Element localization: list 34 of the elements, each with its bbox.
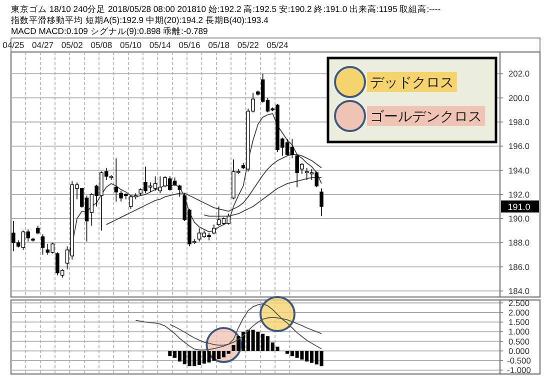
text: MACD MACD:0.109 シグナル(9):0.898 乖離:-0.789 — [11, 26, 208, 36]
y-tick-label: 1.500 — [508, 317, 530, 328]
y-tick-label: 200.0 — [508, 92, 530, 103]
x-tick-label: 05/16 — [178, 40, 200, 50]
legend-label: ゴールデンクロス — [370, 108, 482, 124]
y-tick-label: 198.0 — [508, 117, 530, 127]
x-tick-label: 05/02 — [61, 40, 84, 50]
y-tick-label: -1.000 — [507, 365, 532, 376]
x-tick-label: 05/24 — [266, 40, 288, 50]
y-tick-label: 202.0 — [508, 68, 530, 79]
y-tick-label: 186.0 — [508, 262, 530, 272]
x-tick-label: 05/22 — [237, 40, 260, 50]
x-tick-label: 05/14 — [149, 40, 172, 50]
x-tick-label: 05/10 — [120, 40, 142, 50]
y-tick-label: 2.000 — [508, 307, 530, 318]
y-tick-label: 190.0 — [508, 214, 530, 224]
y-tick-label: 188.0 — [508, 238, 530, 248]
y-tick-label: 2.500 — [508, 298, 530, 308]
chart-title: 東京ゴム 18/10 240分足 2018/05/28 08:00 201810 始:192.2 高:192.5 安:190.2 終:191.0 出来高:1195 取組高:---- — [11, 4, 441, 14]
y-tick-label: 196.0 — [508, 141, 530, 152]
legend-label: デッドクロス — [370, 74, 454, 90]
y-tick-label: 194.0 — [508, 165, 530, 176]
y-tick-label: 192.0 — [508, 189, 530, 200]
y-tick-label: 1.000 — [508, 326, 530, 337]
x-tick-label: 05/08 — [90, 40, 112, 50]
y-tick-label: -0.500 — [507, 356, 532, 366]
y-tick-label: 0.500 — [508, 336, 530, 346]
x-tick-label: 05/18 — [208, 40, 230, 50]
x-tick-label: 04/27 — [32, 40, 54, 50]
y-tick-label: 0.000 — [508, 346, 530, 356]
chart-subtitle: 指数平滑移動平均 短期A(5):192.9 中期(20):194.2 長期B(40):193.4 — [10, 15, 269, 25]
annotation: 191.0 — [508, 202, 530, 212]
x-tick-label: 04/25 — [2, 40, 24, 50]
y-tick-label: 184.0 — [508, 286, 530, 296]
